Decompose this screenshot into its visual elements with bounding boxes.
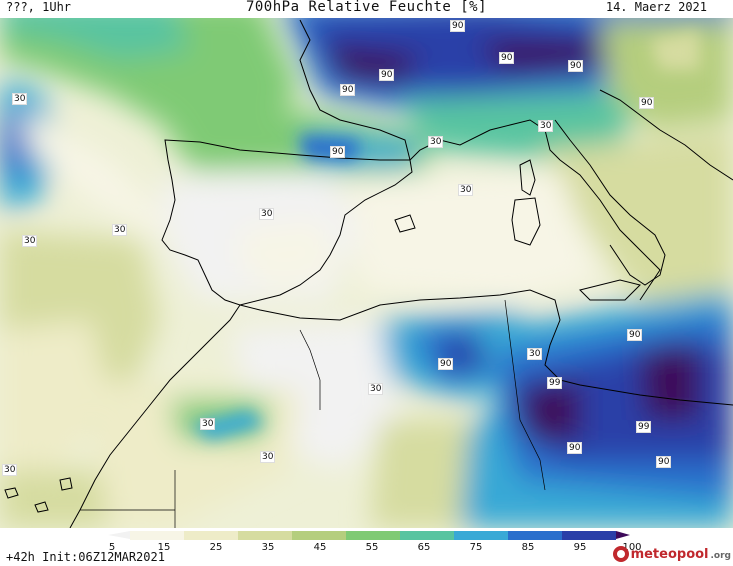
header-bar: ???, 1Uhr 700hPa Relative Feuchte [%] 14… <box>0 0 733 18</box>
contour-label: 30 <box>458 184 474 196</box>
colorbar-tick-label: 15 <box>157 542 171 553</box>
colorbar-segment <box>238 531 292 540</box>
contour-label: 30 <box>22 235 38 247</box>
contour-label: 90 <box>656 456 672 468</box>
contour-label: 30 <box>200 418 216 430</box>
colorbar-segment <box>400 531 454 540</box>
contour-label: 30 <box>368 383 384 395</box>
colorbar-tick-label: 45 <box>313 542 327 553</box>
colorbar-max-arrow <box>616 531 630 539</box>
contour-label: 30 <box>538 120 554 132</box>
header-date: 14. Maerz 2021 <box>605 0 707 14</box>
colorbar-segment <box>292 531 346 540</box>
colorbar-segment <box>562 531 616 540</box>
colorbar-tick-label: 25 <box>209 542 223 553</box>
colorbar-segment <box>508 531 562 540</box>
contour-label: 90 <box>340 84 356 96</box>
coastlines <box>4 19 733 528</box>
contour-label: 90 <box>330 146 346 158</box>
header-left-label: ???, 1Uhr <box>6 0 72 14</box>
contour-label: 30 <box>527 348 543 360</box>
colorbar-tick-label: 85 <box>521 542 535 553</box>
contour-label: 30 <box>2 464 18 476</box>
colorbar-segment <box>130 531 184 540</box>
meteopool-logo-icon <box>612 546 629 562</box>
contour-label: 90 <box>627 329 643 341</box>
contour-label: 30 <box>260 451 276 463</box>
brand-tld: .org <box>710 550 731 561</box>
colorbar-tick-label: 5 <box>108 542 116 553</box>
humidity-map[interactable]: 90 90 90 90 90 90 30 90 30 30 30 30 30 3… <box>0 0 733 528</box>
footer-bar: 5 15 25 35 45 55 65 75 85 95 100 +42h Init:06Z12MA… <box>0 528 733 566</box>
colorbar-tick-label: 95 <box>573 542 587 553</box>
contour-label: 90 <box>639 97 655 109</box>
brand-name: meteopool <box>630 546 709 562</box>
contour-label: 30 <box>428 136 444 148</box>
colorbar-segment <box>346 531 400 540</box>
contour-label: 90 <box>499 52 515 64</box>
colorbar-tick-label: 65 <box>417 542 431 553</box>
contour-label: 90 <box>438 358 454 370</box>
contour-label: 90 <box>379 69 395 81</box>
contour-label: 99 <box>547 377 563 389</box>
contour-label: 90 <box>568 60 584 72</box>
colorbar-segment <box>454 531 508 540</box>
colorbar-tick-label: 100 <box>622 542 642 553</box>
contour-label: 90 <box>450 20 466 32</box>
colorbar-min-arrow <box>108 531 130 539</box>
forecast-init-label: +42h Init:06Z12MAR2021 <box>6 550 165 564</box>
colorbar-tick-label: 55 <box>365 542 379 553</box>
brand-logo[interactable]: meteopool .org <box>612 546 731 562</box>
colorbar-segment <box>184 531 238 540</box>
contour-label: 90 <box>567 442 583 454</box>
map-canvas <box>0 0 733 528</box>
contour-label: 30 <box>12 93 28 105</box>
chart-title: 700hPa Relative Feuchte [%] <box>245 0 488 15</box>
colorbar-tick-label: 35 <box>261 542 275 553</box>
colorbar <box>130 531 616 540</box>
colorbar-tick-label: 75 <box>469 542 483 553</box>
contour-label: 30 <box>112 224 128 236</box>
contour-label: 30 <box>259 208 275 220</box>
contour-label: 99 <box>636 421 652 433</box>
